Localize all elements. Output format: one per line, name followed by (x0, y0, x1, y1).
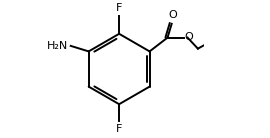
Text: H₂N: H₂N (47, 41, 68, 51)
Text: F: F (116, 124, 122, 133)
Text: O: O (185, 32, 194, 42)
Text: F: F (116, 3, 122, 13)
Text: O: O (168, 10, 177, 20)
